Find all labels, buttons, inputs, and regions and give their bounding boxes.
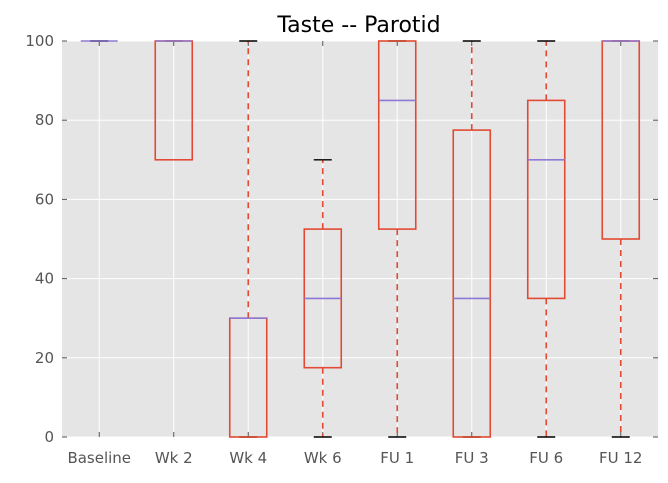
x-tick-label: FU 12: [599, 449, 642, 467]
x-tick-label: FU 1: [380, 449, 414, 467]
box-wk-6: [303, 159, 343, 438]
box-iqr: [377, 40, 417, 230]
y-tick-label: 60: [35, 190, 54, 208]
box-iqr: [452, 129, 492, 438]
box-fu-6: [526, 40, 566, 438]
x-tick-label: Baseline: [67, 449, 131, 467]
plot-background: [62, 41, 658, 437]
x-tick-label: Wk 4: [229, 449, 267, 467]
box-fu-1: [377, 40, 417, 438]
y-tick-label: 80: [35, 111, 54, 129]
box-series: [80, 40, 641, 438]
y-tick-label: 40: [35, 270, 54, 288]
box-fu-12: [601, 40, 641, 438]
y-tick-label: 100: [25, 32, 54, 50]
x-tick-label: FU 3: [455, 449, 489, 467]
x-tick-label: Wk 6: [304, 449, 342, 467]
y-tick-label: 0: [44, 428, 54, 446]
x-axis: Baseline Wk 2 Wk 4 Wk 6 FU 1 FU 3 FU 6 FU 12: [67, 41, 642, 467]
box-iqr: [526, 99, 566, 300]
box-wk-2: [154, 40, 194, 161]
box-fu-3: [452, 40, 492, 438]
x-tick-label: FU 6: [529, 449, 563, 467]
chart-title: Taste -- Parotid: [276, 13, 440, 38]
y-tick-label: 20: [35, 349, 54, 367]
y-axis: 0 20 40 60 80 100: [25, 32, 658, 446]
box-wk-4: [228, 40, 268, 438]
x-tick-label: Wk 2: [155, 449, 193, 467]
